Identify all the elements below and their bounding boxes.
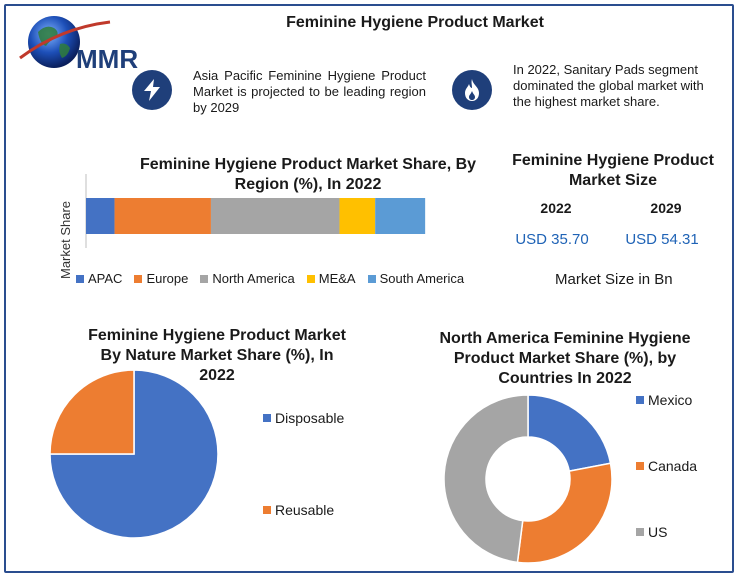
region-chart-legend: APAC Europe North America ME&A South America [76,271,464,286]
mmr-logo: MMR [14,10,154,76]
country-chart-title: North America Feminine Hygiene Product M… [439,330,691,387]
legend-label: US [648,524,668,540]
market-size-title: Feminine Hygiene Product Market Size [512,152,714,189]
legend-swatch [134,274,143,283]
legend-swatch [636,528,644,536]
legend-label: Canada [648,458,698,474]
logo-text: MMR [76,44,138,74]
market-size-unit-label: Market Size in Bn [555,271,673,288]
callout-2-text: In 2022, Sanitary Pads segment dominated… [513,62,704,109]
nature-share-pie-chart [49,369,219,539]
country-chart-legend: Mexico Canada US [636,392,726,542]
legend-label: North America [212,271,295,286]
callout-2-icon-badge [452,70,492,110]
region-share-bar-chart: Market Share [58,174,426,279]
flame-icon [465,79,479,101]
legend-item-south-america: South America [367,271,465,286]
legend-label: Mexico [648,392,693,408]
legend-label: Europe [146,271,189,286]
legend-item-us: US [636,524,667,540]
legend-swatch [200,274,209,283]
legend-item-reusable: Reusable [263,502,334,518]
market-size-year-2022: 2022 [540,200,572,216]
slice-us [443,395,529,564]
bar-segment-north-america [210,198,340,234]
legend-item-apac: APAC [76,271,122,286]
country-share-donut-chart [443,395,613,564]
lightning-bolt-icon [144,79,160,101]
legend-item-me-a: ME&A [306,271,356,286]
legend-swatch [263,414,271,422]
legend-item-canada: Canada [636,458,697,474]
bar-chart-y-axis-label: Market Share [58,201,73,279]
callout-1-text: Asia Pacific Feminine Hygiene Product Ma… [193,68,426,115]
legend-label: APAC [88,271,123,286]
legend-label: Reusable [275,502,335,518]
bar-segment-apac [86,198,115,234]
legend-item-north-america: North America [200,271,295,286]
region-chart-title: Feminine Hygiene Product Market Share, B… [139,156,477,193]
legend-item-europe: Europe [134,271,188,286]
globe-logo-icon: MMR [19,16,138,74]
market-size-value-2029: USD 54.31 [625,231,699,248]
legend-swatch [76,274,84,283]
legend-label: Disposable [275,410,345,426]
legend-swatch [306,274,315,283]
callout-1-icon-badge [132,70,172,110]
market-size-year-2029: 2029 [650,200,682,216]
page-title: Feminine Hygiene Product Market [286,14,544,31]
legend-swatch [367,274,376,283]
slice-canada [516,462,613,564]
legend-item-mexico: Mexico [636,392,692,408]
bar-segment-me-a [339,198,376,234]
infographic-frame [4,4,734,573]
bar-segment-europe [114,198,211,234]
legend-swatch [636,462,644,470]
slice-mexico [527,395,612,473]
nature-chart-legend: Disposable Reusable [263,410,363,520]
nature-chart-title: Feminine Hygiene Product Market By Natur… [88,327,346,384]
legend-label: ME&A [318,271,356,286]
legend-swatch [263,506,271,514]
legend-label: South America [379,271,465,286]
legend-item-disposable: Disposable [263,410,344,426]
slice-reusable [49,369,135,455]
market-size-value-2022: USD 35.70 [515,231,589,248]
slice-disposable [49,369,219,539]
legend-swatch [636,396,644,404]
bar-segment-south-america [375,198,426,234]
